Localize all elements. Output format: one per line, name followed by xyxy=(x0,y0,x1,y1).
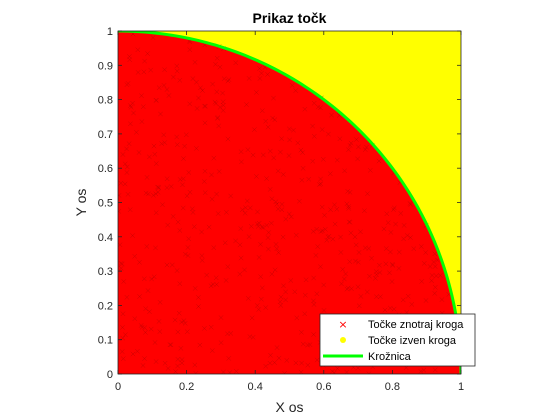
circle-line xyxy=(118,31,461,374)
y-tick-label: 0.8 xyxy=(98,95,113,107)
x-axis: 0 0.2 0.4 0.6 0.8 1 xyxy=(115,31,464,393)
x-tick-label: 0.8 xyxy=(385,381,400,393)
x-tick-label: 0 xyxy=(115,381,121,393)
inside-points xyxy=(118,31,461,374)
legend-item-circle: Krožnica xyxy=(323,351,412,363)
inside-point-x-markers xyxy=(118,31,456,374)
y-tick-label: 0.3 xyxy=(98,266,113,278)
legend-marker-dot xyxy=(340,337,346,343)
x-tick-label: 0.2 xyxy=(179,381,194,393)
legend-item-outside: Točke izven kroga xyxy=(340,335,457,347)
y-tick-label: 0.6 xyxy=(98,163,113,175)
x-tick-label: 1 xyxy=(458,381,464,393)
legend: × Točke znotraj kroga Točke izven kroga … xyxy=(319,313,476,367)
legend-marker-x: × xyxy=(338,318,347,331)
x-axis-label: X os xyxy=(275,399,303,415)
legend-label-outside: Točke izven kroga xyxy=(368,335,457,347)
x-tick-label: 0.6 xyxy=(316,381,331,393)
legend-label-circle: Krožnica xyxy=(368,351,412,363)
y-tick-label: 1 xyxy=(107,26,113,38)
y-tick-label: 0.9 xyxy=(98,60,113,72)
y-tick-label: 0.2 xyxy=(98,300,113,312)
legend-item-inside: × Točke znotraj kroga xyxy=(338,318,464,331)
legend-label-inside: Točke znotraj kroga xyxy=(368,319,464,331)
y-tick-label: 0.5 xyxy=(98,198,113,210)
plot-area xyxy=(118,31,461,374)
chart-title: Prikaz točk xyxy=(253,10,327,26)
y-axis-label: Y os xyxy=(73,189,89,217)
y-tick-label: 0 xyxy=(107,369,113,381)
y-axis: 0 0.1 0.2 0.3 0.4 0.5 0.6 0.7 0.8 0.9 1 xyxy=(98,26,461,381)
y-tick-label: 0.4 xyxy=(98,232,113,244)
y-tick-label: 0.1 xyxy=(98,335,113,347)
x-tick-label: 0.4 xyxy=(248,381,263,393)
y-tick-label: 0.7 xyxy=(98,129,113,141)
inside-point-marks xyxy=(118,31,456,374)
